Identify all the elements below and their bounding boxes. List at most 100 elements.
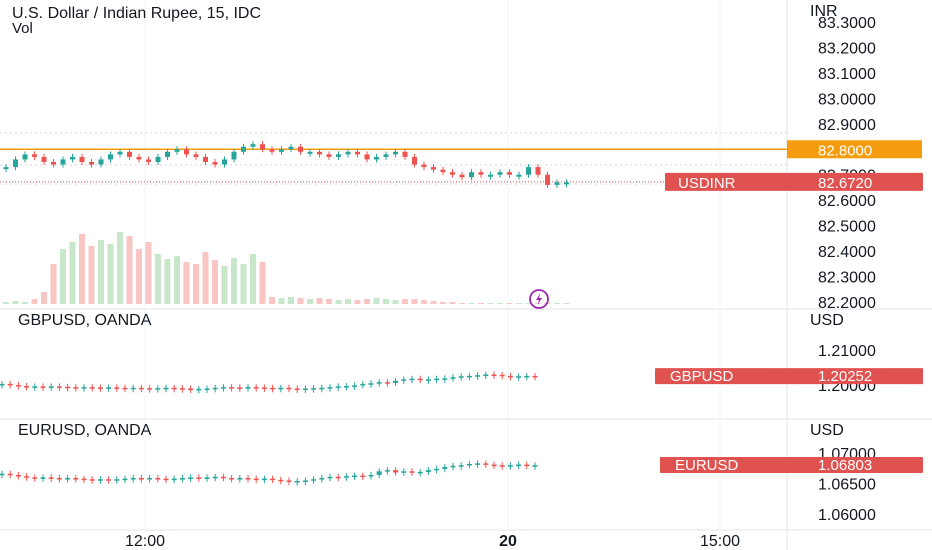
volume-bar xyxy=(402,299,408,304)
gbpusd-candle xyxy=(409,378,415,381)
volume-bar xyxy=(421,300,427,304)
volume-bar xyxy=(373,298,380,304)
eurusd-candle xyxy=(434,468,440,471)
volume-bar xyxy=(31,299,38,304)
gbpusd-candle xyxy=(106,387,112,389)
eurusd-candle xyxy=(188,477,194,479)
volume-bar xyxy=(307,299,313,304)
volume-bar xyxy=(155,254,161,304)
eurusd-candle xyxy=(335,476,341,479)
volume-bar xyxy=(193,264,199,304)
gbpusd-candle xyxy=(327,387,333,389)
gbpusd-candle xyxy=(155,388,161,390)
volume-bar xyxy=(231,258,237,304)
volume-bar xyxy=(145,242,152,304)
volume-bar xyxy=(259,262,266,304)
eurusd-candle xyxy=(15,474,21,477)
gbpusd-candle xyxy=(122,387,128,390)
usdinr-candle xyxy=(450,172,455,175)
gbpusd-candle xyxy=(483,374,489,376)
usdinr-candle xyxy=(526,167,531,175)
eurusd-candle xyxy=(73,478,79,480)
gbpusd-candle xyxy=(352,385,358,387)
gbpusd-candle xyxy=(0,383,5,386)
volume-bar xyxy=(563,303,570,304)
volume-bar xyxy=(288,297,294,304)
eurusd-candle xyxy=(65,478,71,480)
usdinr-candle xyxy=(545,174,550,185)
usdinr-candle xyxy=(402,151,408,157)
volume-bar xyxy=(79,234,85,304)
volume-bar xyxy=(297,298,304,304)
eurusd-price-tick: 1.06500 xyxy=(818,477,876,494)
usdinr-candle xyxy=(79,156,85,162)
usdinr-candle xyxy=(212,162,218,165)
volume-bar xyxy=(392,300,399,304)
gbpusd-candle xyxy=(302,388,308,390)
volume-bar xyxy=(364,299,370,304)
volume-bar xyxy=(240,264,247,304)
gbpusd-candle xyxy=(475,375,481,377)
gbpusd-candle xyxy=(532,375,538,378)
usdinr-candle xyxy=(98,159,104,165)
volume-bar xyxy=(478,303,484,304)
volume-bar xyxy=(174,256,180,304)
volume-bar xyxy=(506,303,513,304)
eurusd-candle xyxy=(245,478,251,480)
usdinr-candle xyxy=(459,174,465,178)
eurusd-candle xyxy=(253,478,259,481)
volume-bar xyxy=(250,254,256,304)
gbpusd-candle xyxy=(40,386,46,388)
usdinr-candle xyxy=(60,159,66,165)
eurusd-candle xyxy=(122,478,128,481)
eurusd-candle xyxy=(138,478,144,480)
gbpusd-candle xyxy=(245,387,251,389)
gbpusd-symbol-tag: GBPUSD xyxy=(670,368,734,385)
eurusd-candle xyxy=(524,464,530,467)
usdinr-candle xyxy=(203,156,208,162)
usdinr-last-price-value: 82.6720 xyxy=(818,175,872,192)
usdinr-candle xyxy=(193,154,199,157)
usdinr-candle xyxy=(326,154,332,157)
gbpusd-candle xyxy=(48,386,54,388)
usdinr-candle xyxy=(535,167,541,175)
eurusd-candle xyxy=(499,465,505,467)
volume-bar xyxy=(468,303,475,304)
usdinr-candle xyxy=(32,154,37,157)
gbpusd-candle xyxy=(450,377,456,379)
usdinr-candle xyxy=(507,172,512,175)
eurusd-candle xyxy=(311,479,317,481)
usdinr-currency-label: INR xyxy=(810,3,838,20)
usdinr-candle xyxy=(155,156,161,162)
usdinr-price-tick: 83.3000 xyxy=(818,15,876,32)
eurusd-candle xyxy=(212,476,218,479)
eurusd-candle xyxy=(442,467,448,469)
eurusd-candle xyxy=(376,471,382,475)
gbpusd-price-tick: 1.21000 xyxy=(818,343,876,360)
eurusd-candle xyxy=(32,477,38,479)
gbpusd-candle xyxy=(179,388,185,390)
volume-bar xyxy=(554,303,560,304)
eurusd-candle xyxy=(270,478,276,481)
eurusd-candle xyxy=(0,473,5,476)
usdinr-candle xyxy=(260,144,265,150)
gbpusd-currency-label: USD xyxy=(810,312,844,329)
gbpusd-candle xyxy=(425,379,431,381)
volume-bar xyxy=(60,249,66,304)
volume-bar xyxy=(98,240,104,304)
usdinr-price-tick: 82.9000 xyxy=(818,117,876,134)
eurusd-candle xyxy=(229,478,235,480)
volume-bar xyxy=(411,299,418,304)
gbpusd-last-price-tag xyxy=(655,368,923,385)
flash-icon[interactable] xyxy=(528,288,550,310)
eurusd-candle xyxy=(278,479,284,482)
usdinr-candle xyxy=(269,149,275,152)
gbpusd-candle xyxy=(237,387,243,389)
gbpusd-candle xyxy=(212,387,218,390)
gbpusd-candle xyxy=(81,387,87,389)
usdinr-candle xyxy=(421,164,427,168)
usdinr-candle xyxy=(488,174,493,177)
usdinr-candle xyxy=(3,167,9,170)
eurusd-candle xyxy=(343,476,349,478)
eurusd-price-tick: 1.06000 xyxy=(818,507,876,524)
